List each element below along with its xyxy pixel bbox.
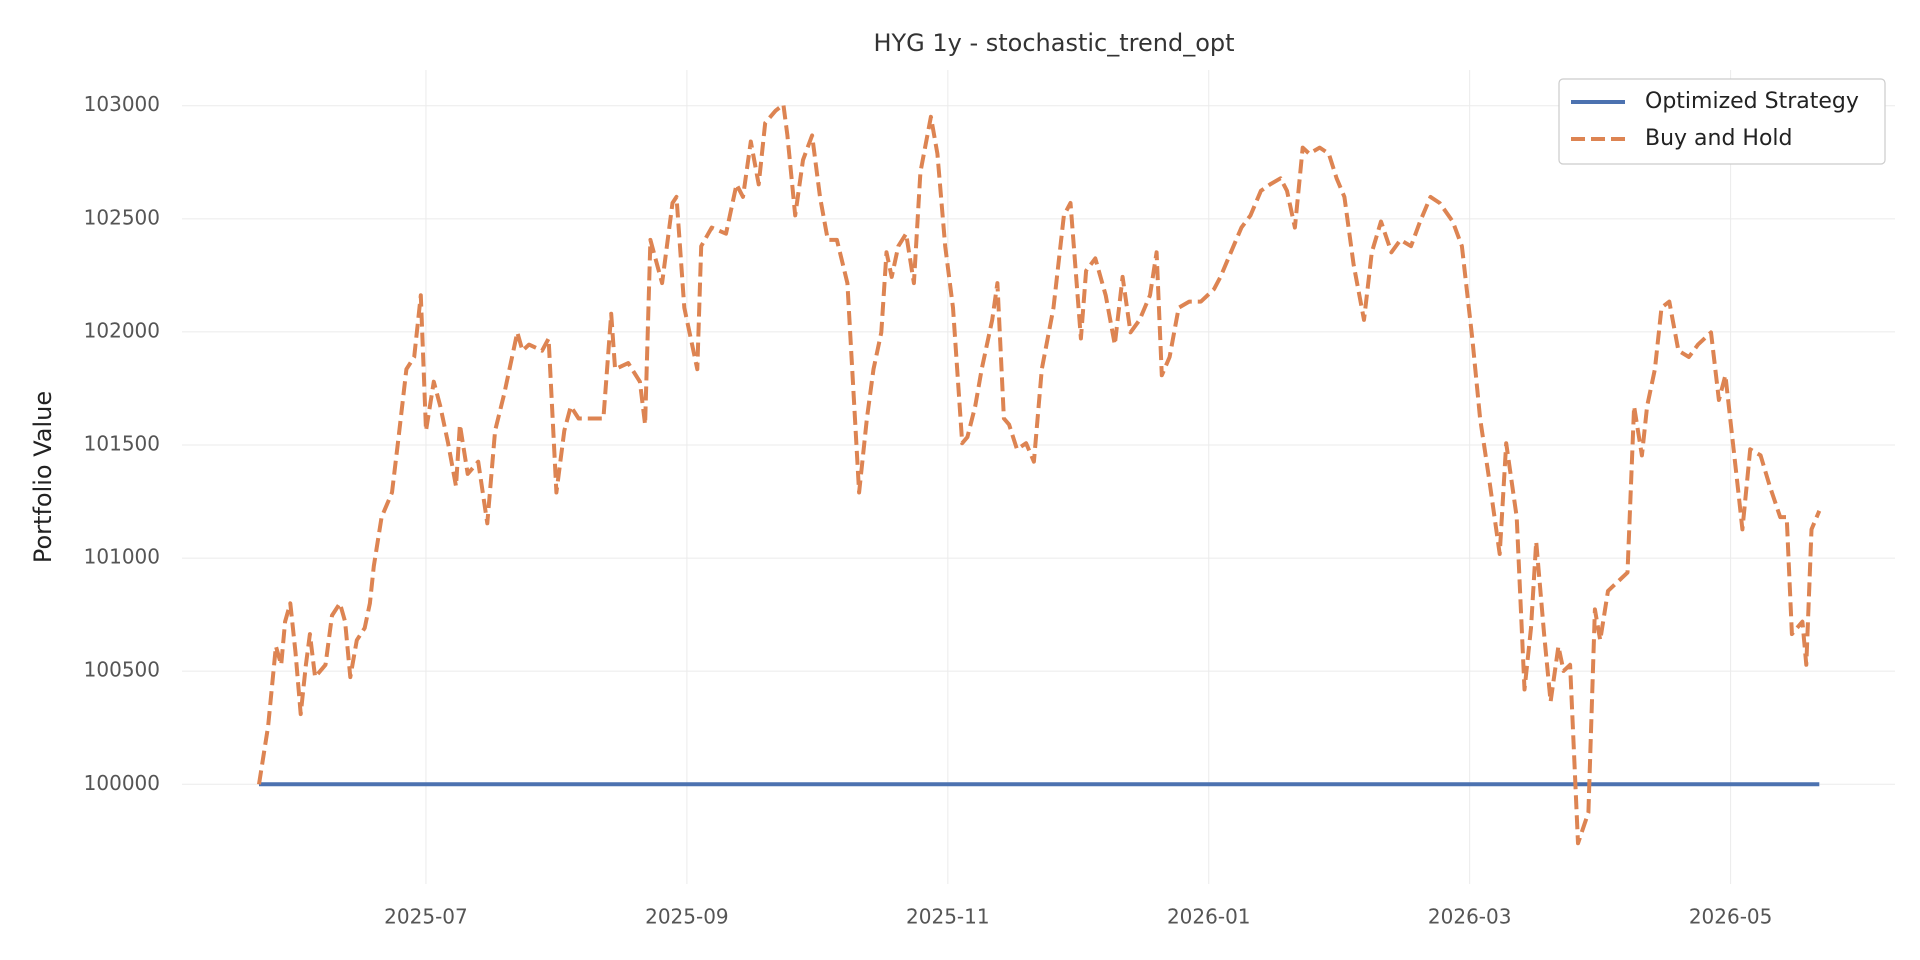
x-tick-label: 2026-03 [1428, 905, 1512, 929]
x-tick-label: 2026-01 [1167, 905, 1251, 929]
x-tick-label: 2025-07 [384, 905, 468, 929]
series-line [257, 102, 1822, 846]
y-tick-label: 101500 [84, 431, 160, 455]
x-tick-label: 2026-05 [1689, 905, 1773, 929]
legend-label: Buy and Hold [1645, 126, 1793, 151]
legend-label: Optimized Strategy [1645, 89, 1859, 114]
chart-title: HYG 1y - stochastic_trend_opt [873, 29, 1234, 57]
y-tick-label: 100000 [84, 771, 160, 795]
y-axis-label: Portfolio Value [29, 391, 57, 563]
x-tick-label: 2025-09 [645, 905, 729, 929]
y-tick-label: 102500 [84, 205, 160, 229]
y-tick-label: 101000 [84, 545, 160, 569]
y-tick-label: 102000 [84, 318, 160, 342]
legend-box [1558, 78, 1886, 165]
y-tick-label: 103000 [84, 92, 160, 116]
x-tick-label: 2025-11 [906, 905, 990, 929]
y-tick-label: 100500 [84, 658, 160, 682]
